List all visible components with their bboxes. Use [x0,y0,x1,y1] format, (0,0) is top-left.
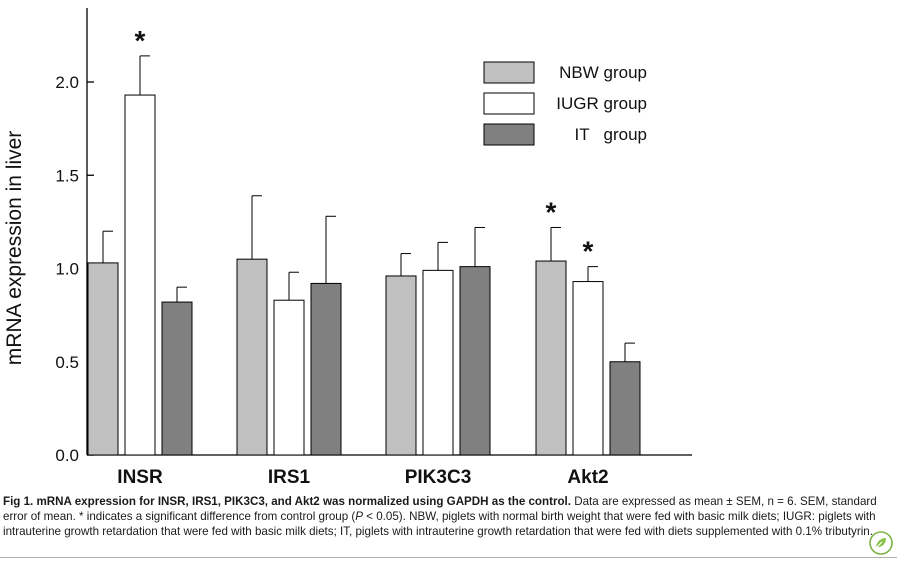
legend-label: IT group [575,125,647,144]
y-tick-label: 2.0 [55,73,79,92]
bar [273,299,305,456]
caption-p-symbol: P [355,510,364,523]
bar-chart: 0.0 0.5 1.0 1.5 2.0 INSR IRS1 PIK3C3 Akt2 * * * NB… [3,8,692,488]
y-tick-label: 0.0 [55,446,79,465]
bar [236,258,268,456]
significance-marker: * [583,236,594,267]
figure-caption: Fig 1. mRNA expression for INSR, IRS1, P… [3,494,893,539]
caption-divider [0,557,897,558]
bar [161,301,193,456]
legend-label: NBW group [559,63,647,82]
caption-text-2: < 0.05). NBW, piglets with normal birth … [3,510,876,538]
bar [535,260,567,456]
legend-swatch [483,123,535,146]
legend: NBW group IUGR group IT group [483,61,647,146]
x-tick-label: Akt2 [567,467,608,488]
bar [385,275,417,456]
bars: * * * [87,25,641,456]
y-tick-label: 1.0 [55,260,79,279]
y-tick-label: 0.5 [55,353,79,372]
y-tick-label: 1.5 [55,166,79,185]
bar [572,281,604,456]
y-axis-label: mRNA expression in liver [3,131,26,366]
legend-swatch [483,92,535,115]
legend-label: IUGR group [556,94,647,113]
significance-marker: * [546,196,557,227]
bar [609,361,641,456]
x-tick-label: PIK3C3 [405,467,472,488]
bar [87,262,119,456]
bar [310,282,342,456]
significance-marker: * [135,25,146,56]
bar [459,266,491,456]
caption-lead: Fig 1. mRNA expression for INSR, IRS1, P… [3,495,571,508]
x-tick-label: IRS1 [268,467,311,488]
x-tick-label: INSR [117,467,163,488]
legend-swatch [483,61,535,84]
caption-text-1: Data are expressed as mean ± SEM, n = 6.… [3,495,877,523]
plos-leaf-icon[interactable] [869,531,893,555]
bar [124,94,156,456]
bar [422,269,454,456]
